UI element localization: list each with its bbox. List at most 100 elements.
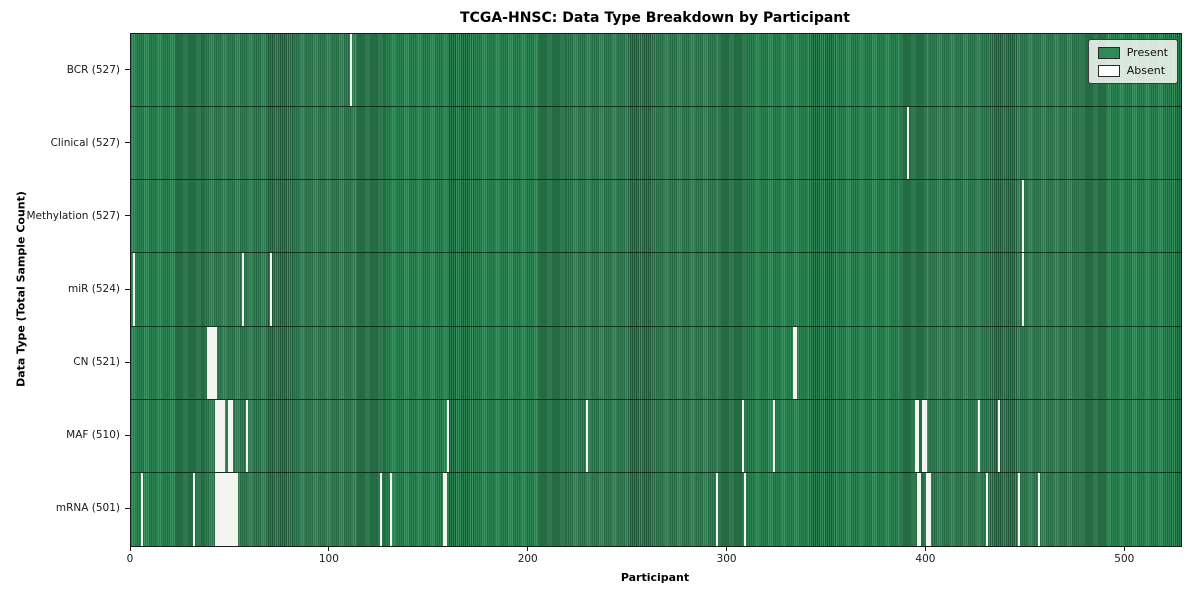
absent-gap — [140, 472, 144, 546]
absent-gap — [773, 399, 776, 472]
absent-gap — [986, 472, 989, 546]
absent-gap — [218, 399, 221, 472]
absent-gap — [222, 399, 225, 472]
absent-gap — [246, 399, 249, 472]
y-tick-label: MAF (510) — [66, 429, 120, 442]
absent-gap — [224, 472, 227, 546]
absent-gap — [998, 399, 1001, 472]
absent-gap — [228, 472, 231, 546]
absent-gap — [349, 34, 352, 107]
absent-gap — [586, 399, 589, 472]
x-tick-label: 200 — [517, 553, 538, 565]
heatmap-row-clinical — [131, 107, 1181, 181]
x-tick-label: 100 — [318, 553, 339, 565]
absent-gap — [379, 472, 382, 546]
absent-gap — [795, 326, 798, 399]
absent-gap — [922, 399, 925, 472]
y-tick-mark — [125, 507, 130, 509]
absent-gap — [208, 326, 211, 399]
y-tick-label: miR (524) — [67, 283, 120, 295]
y-tick-mark — [125, 69, 130, 71]
absent-gap — [212, 326, 215, 399]
legend-label-present: Present — [1126, 46, 1168, 59]
legend: Present Absent — [1087, 39, 1178, 84]
x-tick-mark — [924, 546, 926, 551]
absent-gap — [242, 253, 245, 326]
absent-gap — [906, 107, 909, 180]
x-tick-mark — [1123, 546, 1125, 551]
absent-gap — [226, 472, 229, 546]
y-tick-mark — [125, 288, 130, 290]
heatmap-row-mir — [131, 253, 1181, 327]
absent-gap — [793, 326, 796, 399]
absent-gap — [230, 399, 233, 472]
y-tick-mark — [125, 142, 130, 144]
absent-gap — [926, 472, 929, 546]
x-tick-label: 500 — [1114, 553, 1135, 565]
heatmap-plot — [130, 33, 1182, 547]
x-tick-mark — [328, 546, 330, 551]
absent-gap — [1021, 180, 1024, 253]
chart-title: TCGA-HNSC: Data Type Breakdown by Partic… — [460, 10, 850, 26]
heatmap-row-methylation — [131, 180, 1181, 254]
absent-gap — [218, 472, 221, 546]
absent-gap — [230, 472, 233, 546]
absent-gap — [220, 472, 223, 546]
absent-gap — [216, 399, 219, 472]
absent-gap — [232, 472, 235, 546]
absent-gap — [222, 472, 225, 546]
heatmap-row-maf — [131, 399, 1181, 473]
x-tick-mark — [129, 546, 131, 551]
absent-gap — [928, 472, 931, 546]
legend-item-absent: Absent — [1097, 64, 1168, 77]
heatmap-row-bcr — [131, 34, 1181, 108]
absent-gap — [228, 399, 231, 472]
absent-gap — [132, 253, 136, 326]
absent-gap — [916, 472, 919, 546]
y-tick-mark — [125, 361, 130, 363]
absent-gap — [445, 472, 448, 546]
absent-gap — [918, 472, 921, 546]
x-tick-label: 400 — [915, 553, 936, 565]
x-tick-label: 0 — [126, 553, 134, 565]
x-tick-mark — [726, 546, 728, 551]
heatmap-row-cn — [131, 326, 1181, 400]
x-tick-mark — [527, 546, 529, 551]
y-tick-label: Methylation (527) — [26, 209, 120, 222]
heatmap-row-mrna — [131, 472, 1181, 546]
absent-gap — [1037, 472, 1040, 546]
legend-item-present: Present — [1097, 46, 1168, 59]
absent-swatch — [1097, 64, 1120, 77]
present-swatch — [1097, 46, 1120, 59]
absent-gap — [216, 472, 219, 546]
absent-gap — [447, 399, 450, 472]
absent-gap — [206, 326, 209, 399]
absent-gap — [978, 399, 981, 472]
absent-gap — [210, 326, 213, 399]
absent-gap — [1017, 472, 1021, 546]
absent-gap — [220, 399, 223, 472]
y-tick-label: BCR (527) — [66, 63, 120, 76]
absent-gap — [741, 399, 744, 472]
y-tick-label: CN (521) — [73, 356, 120, 369]
x-tick-label: 300 — [716, 553, 737, 565]
absent-gap — [214, 326, 217, 399]
absent-gap — [1021, 253, 1024, 326]
absent-gap — [914, 399, 917, 472]
absent-gap — [270, 253, 273, 326]
y-tick-mark — [125, 215, 130, 217]
legend-label-absent: Absent — [1126, 64, 1166, 77]
y-tick-label: mRNA (501) — [55, 502, 120, 515]
absent-gap — [236, 472, 239, 546]
y-tick-mark — [125, 434, 130, 436]
absent-gap — [443, 472, 446, 546]
absent-gap — [924, 399, 927, 472]
absent-gap — [234, 472, 237, 546]
absent-gap — [214, 472, 217, 546]
absent-gap — [743, 472, 746, 546]
absent-gap — [715, 472, 718, 546]
y-tick-label: Clinical (527) — [50, 136, 120, 149]
absent-gap — [214, 399, 217, 472]
absent-gap — [916, 399, 919, 472]
